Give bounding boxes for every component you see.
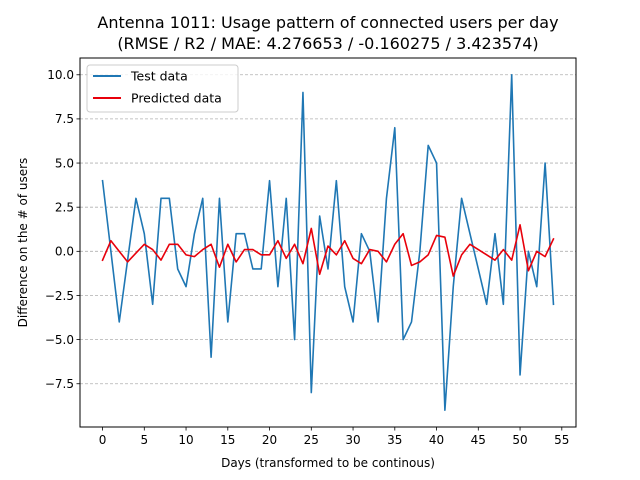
x-tick-label: 30 xyxy=(345,433,360,447)
chart-subtitle: (RMSE / R2 / MAE: 4.276653 / -0.160275 /… xyxy=(117,34,538,53)
x-tick-label: 25 xyxy=(304,433,319,447)
x-tick-label: 0 xyxy=(99,433,107,447)
x-axis-label: Days (transformed to be continous) xyxy=(221,456,435,470)
legend: Test data Predicted data xyxy=(86,64,239,113)
y-tick-label: −5.0 xyxy=(45,333,74,347)
legend-box xyxy=(86,64,239,113)
chart-title: Antenna 1011: Usage pattern of connected… xyxy=(97,13,558,32)
y-tick-label: −2.5 xyxy=(45,289,74,303)
legend-label-test-data: Test data xyxy=(130,69,188,84)
plot-frame xyxy=(79,57,577,428)
y-tick-label: 7.5 xyxy=(55,112,74,126)
grid-lines xyxy=(80,74,576,385)
x-tick-label: 45 xyxy=(471,433,486,447)
y-axis-label: Difference on the # of users xyxy=(16,158,30,328)
legend-label-predicted-data: Predicted data xyxy=(131,91,222,106)
series-line-predicted-data xyxy=(101,224,555,277)
x-tick-label: 20 xyxy=(262,433,277,447)
series-lines xyxy=(101,73,555,412)
x-tick-label: 50 xyxy=(512,433,527,447)
x-tick-label: 10 xyxy=(178,433,193,447)
axis-ticks: −7.5 −5.0 −2.5 0.0 2.5 5.0 7.5 10.0 0 5 10 15 20 25 30… xyxy=(45,68,570,447)
x-tick-label: 5 xyxy=(140,433,148,447)
x-tick-label: 40 xyxy=(429,433,444,447)
x-tick-label: 35 xyxy=(387,433,402,447)
y-tick-label: −7.5 xyxy=(45,377,74,391)
series-line-test-data xyxy=(101,73,555,412)
y-tick-label: 0.0 xyxy=(55,245,74,259)
y-tick-label: 5.0 xyxy=(55,156,74,170)
x-tick-label: 55 xyxy=(554,433,569,447)
y-tick-label: 2.5 xyxy=(55,200,74,214)
y-tick-label: 10.0 xyxy=(47,68,74,82)
x-tick-label: 15 xyxy=(220,433,235,447)
